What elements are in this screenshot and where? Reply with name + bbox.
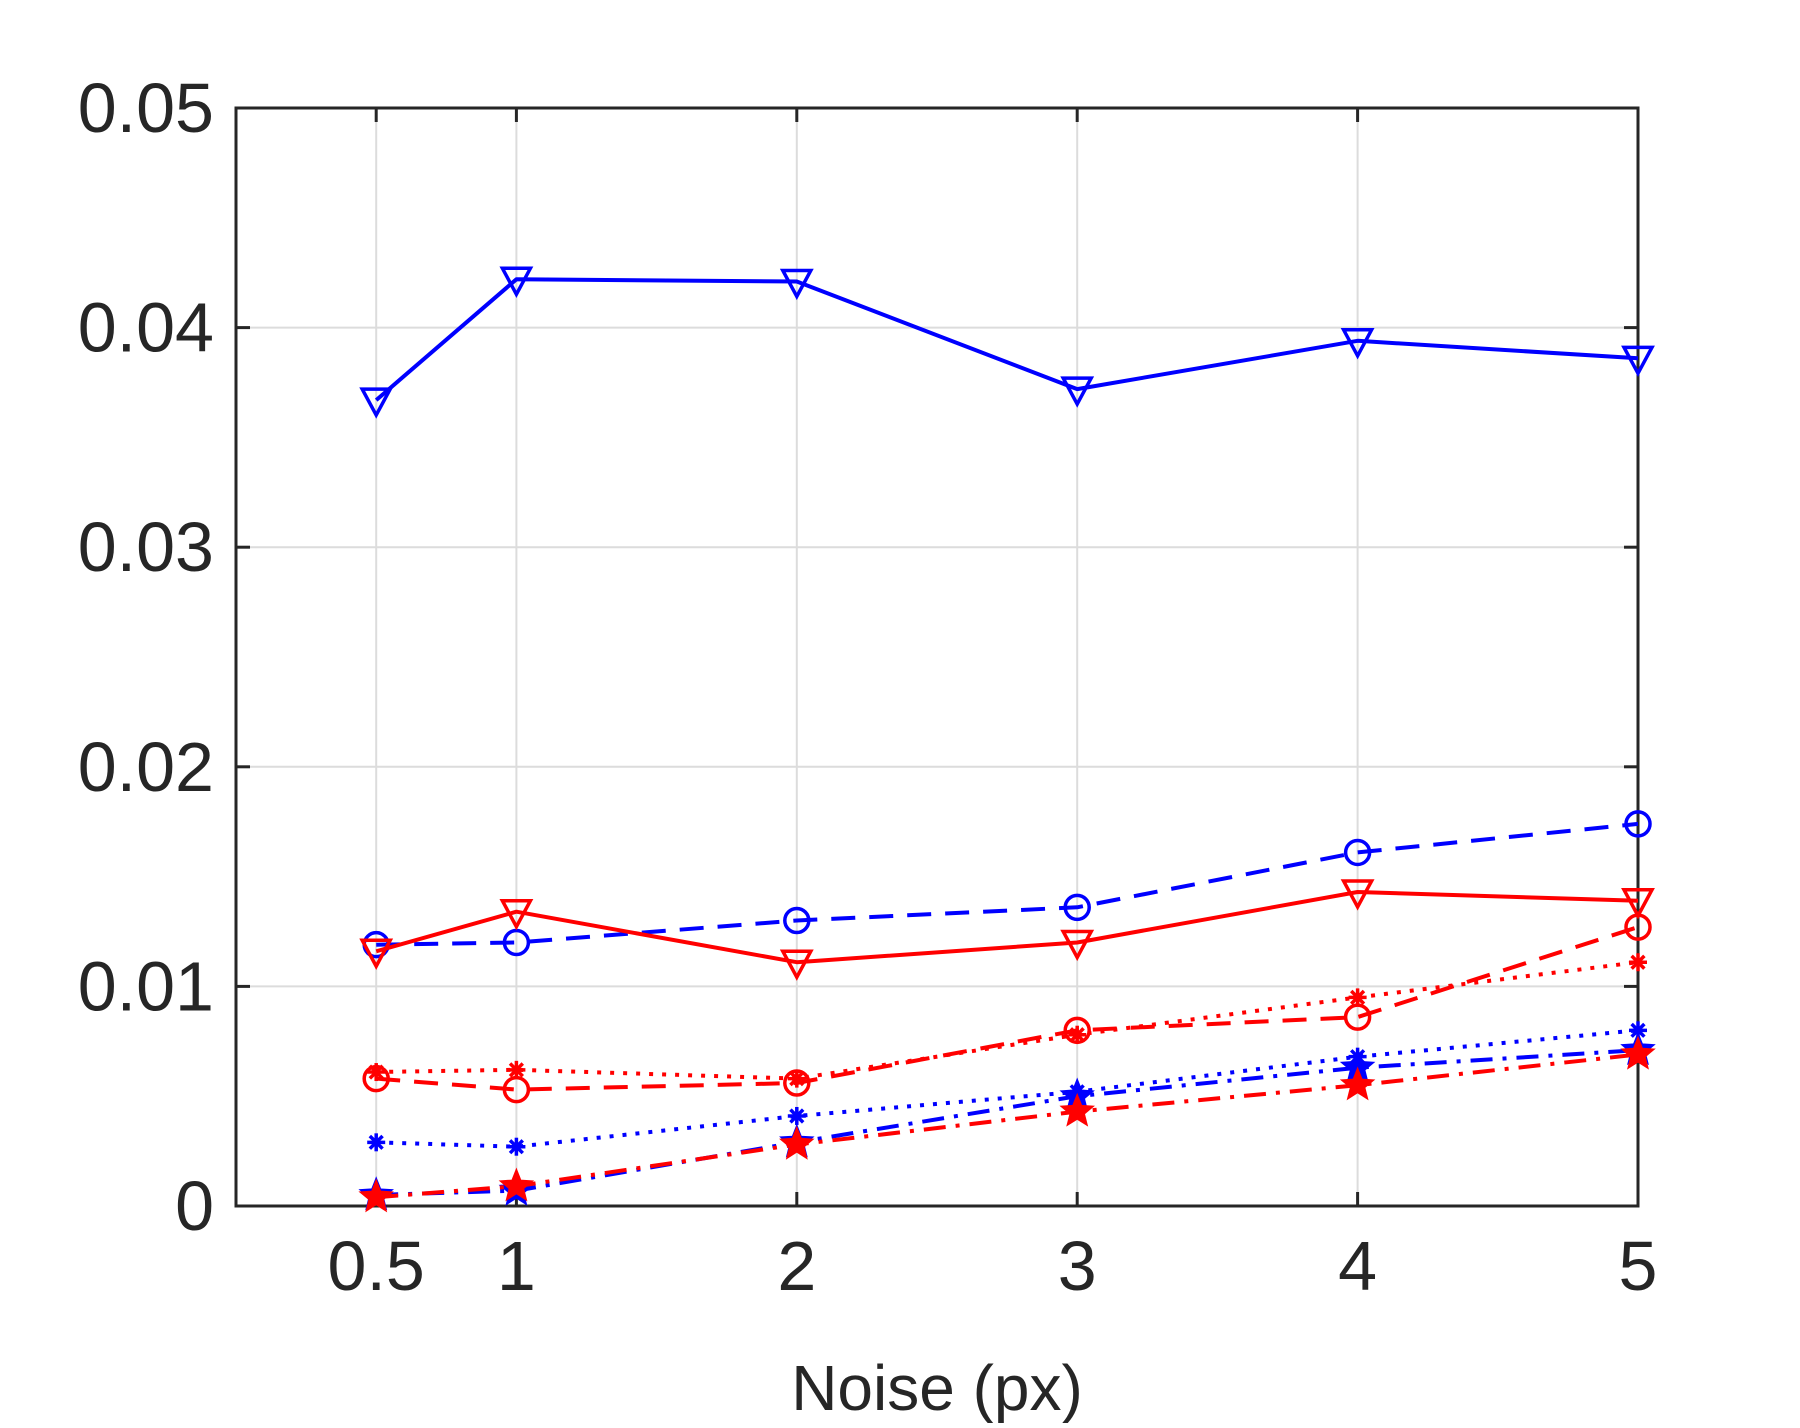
series-blue-star-dashdot xyxy=(358,1031,1656,1211)
data-point-blue-triangle-solid xyxy=(779,268,814,301)
tick-marks xyxy=(236,106,1640,1208)
series-line-blue-triangle-solid xyxy=(374,277,1639,402)
asterisk-stroke xyxy=(1630,954,1646,970)
asterisk-stroke xyxy=(789,1108,805,1124)
data-point-red-star-dashdot xyxy=(358,1178,394,1213)
series-group xyxy=(358,266,1656,1213)
y-tick-label: 0 xyxy=(175,1167,214,1245)
data-point-red-asterisk-dotted xyxy=(1068,1025,1087,1044)
x-tick-label: 3 xyxy=(1058,1227,1097,1305)
data-point-red-star-dashdot xyxy=(498,1167,535,1202)
x-tick-label: 1 xyxy=(497,1227,536,1305)
grid-lines xyxy=(236,107,1639,1207)
data-point-red-triangle-solid xyxy=(1621,888,1655,920)
data-point-blue-triangle-solid xyxy=(499,266,534,298)
asterisk-stroke xyxy=(368,1064,384,1080)
data-point-red-triangle-solid xyxy=(779,949,814,981)
series-line-blue-asterisk-dotted xyxy=(376,1028,1639,1149)
asterisk-stroke xyxy=(1069,1027,1085,1043)
data-point-red-asterisk-dotted xyxy=(1348,988,1367,1007)
x-tick-label: 4 xyxy=(1338,1227,1377,1305)
series-red-asterisk-dotted xyxy=(367,953,1647,1088)
data-point-red-asterisk-dotted xyxy=(367,1063,386,1082)
data-point-red-star-dashdot xyxy=(1620,1035,1656,1070)
tick-labels: 0.5 1 2 3 4 5 0 0.01 0.02 0.03 0.04 0.05 xyxy=(78,69,1658,1305)
data-point-blue-triangle-solid xyxy=(1060,376,1095,408)
y-tick-label: 0.01 xyxy=(78,947,214,1025)
series-red-circle-dashed xyxy=(362,913,1652,1104)
asterisk-stroke xyxy=(1349,989,1366,1005)
series-line-red-circle-dashed xyxy=(376,925,1639,1092)
series-blue-asterisk-dotted xyxy=(367,1021,1647,1156)
data-point-red-star-dashdot xyxy=(1059,1092,1095,1127)
data-point-blue-triangle-solid xyxy=(359,387,394,419)
asterisk-stroke xyxy=(368,1134,384,1150)
data-point-red-asterisk-dotted xyxy=(787,1069,806,1088)
y-tick-label: 0.03 xyxy=(78,508,214,586)
y-tick-label: 0.04 xyxy=(78,289,214,367)
data-point-red-circle-dashed xyxy=(1624,913,1652,941)
data-point-blue-asterisk-dotted xyxy=(507,1137,526,1156)
x-tick-label: 2 xyxy=(777,1227,816,1305)
series-line-red-asterisk-dotted xyxy=(376,960,1639,1081)
plot-area-frame xyxy=(234,106,1640,1208)
data-point-blue-circle-dashed xyxy=(1343,838,1372,867)
data-point-blue-circle-dashed xyxy=(1063,893,1091,922)
y-tick-label: 0.05 xyxy=(78,69,214,147)
series-red-star-dashdot xyxy=(358,1035,1656,1213)
data-point-red-asterisk-dotted xyxy=(507,1060,526,1079)
x-tick-label: 5 xyxy=(1619,1227,1658,1305)
asterisk-stroke xyxy=(789,1071,805,1087)
data-point-blue-circle-dashed xyxy=(502,928,531,957)
data-point-red-triangle-solid xyxy=(1060,929,1095,962)
data-point-red-triangle-solid xyxy=(359,938,394,970)
x-tick-label: 0.5 xyxy=(328,1227,425,1305)
data-point-blue-circle-dashed xyxy=(783,906,811,935)
series-blue-triangle-solid xyxy=(359,266,1655,419)
data-point-red-star-dashdot xyxy=(779,1125,815,1160)
series-line-blue-star-dashdot xyxy=(376,1048,1639,1197)
data-point-blue-triangle-solid xyxy=(1621,345,1655,378)
asterisk-stroke xyxy=(508,1062,525,1078)
data-point-red-triangle-solid xyxy=(499,898,534,931)
series-line-red-triangle-solid xyxy=(375,890,1639,965)
series-blue-circle-dashed xyxy=(362,810,1652,959)
asterisk-stroke xyxy=(508,1139,525,1155)
y-tick-label: 0.02 xyxy=(78,728,214,806)
data-point-red-star-dashdot xyxy=(1339,1066,1376,1101)
asterisk-stroke xyxy=(1630,1022,1646,1038)
series-red-triangle-solid xyxy=(359,879,1655,981)
series-line-red-star-dashdot xyxy=(376,1052,1639,1200)
x-axis-label: Noise (px) xyxy=(791,1352,1083,1423)
data-point-red-asterisk-dotted xyxy=(1629,953,1647,972)
data-point-red-triangle-solid xyxy=(1340,879,1375,911)
series-line-blue-circle-dashed xyxy=(376,821,1639,947)
data-point-blue-circle-dashed xyxy=(1624,810,1652,838)
data-point-blue-asterisk-dotted xyxy=(787,1106,806,1125)
data-point-blue-triangle-solid xyxy=(1340,328,1375,360)
data-point-blue-asterisk-dotted xyxy=(367,1133,386,1152)
